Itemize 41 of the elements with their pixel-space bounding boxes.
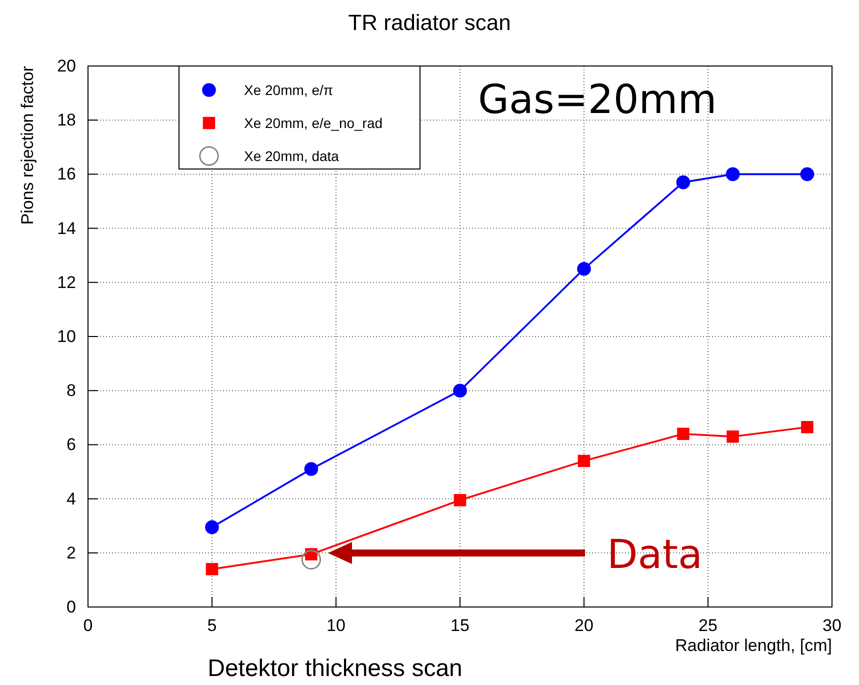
- y-tick-label: 6: [66, 435, 76, 454]
- y-tick-label: 0: [66, 597, 76, 616]
- y-tick-label: 14: [57, 218, 76, 238]
- legend-label: Xe 20mm, e/e_no_rad: [244, 115, 383, 131]
- point: [577, 262, 591, 276]
- point: [801, 420, 814, 434]
- y-tick-label: 18: [57, 110, 76, 130]
- annotation: Gas=20mm: [478, 77, 717, 123]
- y-axis-title: Pions rejection factor: [18, 66, 37, 225]
- y-tick-label: 10: [57, 326, 76, 346]
- point: [726, 167, 740, 182]
- legend-label: Xe 20mm, e/π: [244, 82, 334, 98]
- point: [726, 430, 739, 443]
- x-axis-title: Radiator length, [cm]: [675, 636, 832, 655]
- y-tick-label: 20: [57, 56, 76, 76]
- point: [676, 175, 690, 190]
- point: [578, 454, 590, 468]
- y-tick-label: 4: [66, 489, 76, 508]
- text: Detektor thickness scan: [208, 655, 462, 682]
- point: [205, 520, 219, 534]
- point: [800, 167, 814, 182]
- point: [301, 550, 322, 570]
- point: [677, 428, 690, 440]
- x-tick-label: 0: [83, 616, 93, 636]
- legend-label: Xe 20mm, data: [244, 148, 340, 164]
- y-tick-label: 16: [57, 164, 76, 184]
- chart-title: TR radiator scan: [348, 10, 511, 35]
- point: [454, 494, 466, 506]
- x-tick-label: 20: [574, 616, 594, 636]
- y-tick-label: 12: [57, 272, 76, 292]
- point: [206, 563, 218, 576]
- annotation: Data: [607, 532, 703, 578]
- x-tick-label: 15: [450, 616, 470, 636]
- x-tick-label: 25: [698, 616, 718, 636]
- y-tick-label: 2: [66, 543, 76, 562]
- point: [453, 384, 467, 398]
- y-tick-label: 8: [66, 381, 76, 400]
- x-tick-label: 10: [326, 616, 346, 636]
- point: [304, 462, 318, 476]
- x-tick-label: 5: [207, 616, 217, 636]
- x-tick-label: 30: [822, 616, 842, 636]
